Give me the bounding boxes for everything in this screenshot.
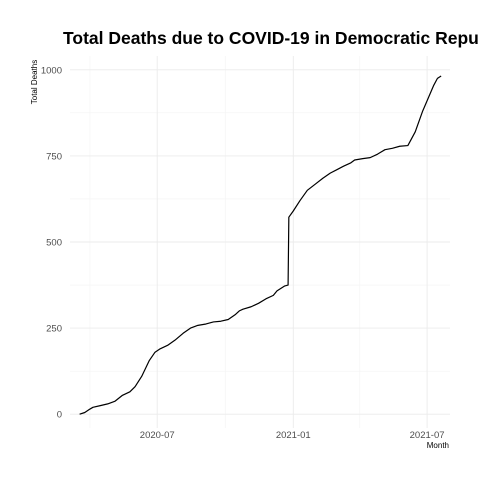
x-tick-label: 2021-07 [410,430,445,441]
x-tick-label: 2021-01 [276,430,311,441]
grid [70,56,450,428]
x-tick-label: 2020-07 [140,430,175,441]
y-tick-label: 750 [46,151,62,162]
y-tick-label: 1000 [41,65,62,76]
series-layer [79,75,442,415]
y-axis-label: Total Deaths [30,60,39,104]
y-tick-labels: 0 250 500 750 1000 [41,65,62,420]
x-tick-labels: 2020-07 2021-01 2021-07 [140,430,445,441]
series-line [79,75,442,415]
chart-title: Total Deaths due to COVID-19 in Democrat… [63,28,480,48]
y-tick-label: 250 [46,324,62,335]
y-tick-label: 0 [57,410,62,421]
y-tick-label: 500 [46,238,62,249]
x-axis-label: Month [427,441,449,450]
